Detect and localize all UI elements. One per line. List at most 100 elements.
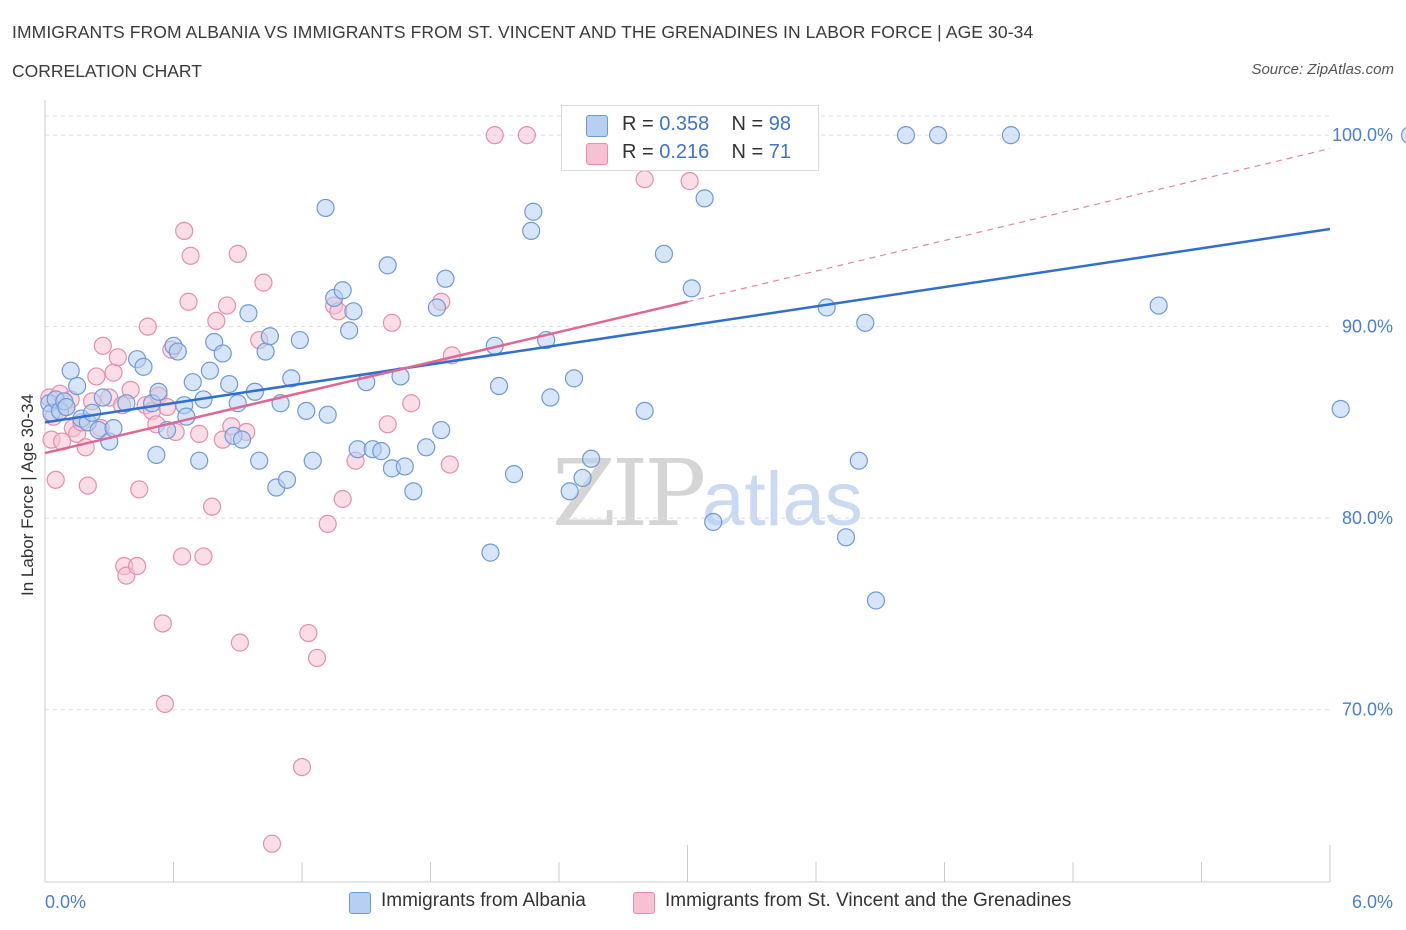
stvincent-point bbox=[228, 244, 247, 263]
albania-point bbox=[93, 388, 112, 407]
albania-point bbox=[654, 244, 674, 263]
albania-point bbox=[256, 342, 275, 361]
albania-point bbox=[134, 357, 153, 376]
legend-n-value: 98 bbox=[768, 113, 792, 135]
stvincent-point bbox=[292, 757, 312, 777]
legend-r-label: R = bbox=[622, 113, 654, 135]
albania-point bbox=[340, 321, 359, 340]
albania-point bbox=[303, 451, 322, 470]
albania-point bbox=[524, 202, 543, 221]
albania-trend-line bbox=[44, 227, 1331, 424]
albania-point bbox=[928, 126, 948, 145]
stvincent-trend-line bbox=[44, 300, 688, 455]
albania-point bbox=[682, 279, 701, 298]
stvincent-point bbox=[157, 397, 177, 417]
legend-n-value: 71 bbox=[768, 141, 792, 163]
albania-point bbox=[190, 451, 209, 470]
stvincent-point bbox=[485, 126, 504, 145]
series-albania-points bbox=[40, 126, 1406, 610]
y-axis-label: In Labor Force | Age 30-34 bbox=[18, 394, 37, 596]
legend-label-albania: Immigrants from Albania bbox=[381, 890, 586, 911]
albania-point bbox=[282, 369, 301, 388]
stvincent-point bbox=[78, 476, 97, 495]
x-tick-label: 6.0% bbox=[1352, 892, 1393, 912]
stvincent-point bbox=[87, 367, 106, 386]
legend-label-stvincent: Immigrants from St. Vincent and the Gren… bbox=[665, 890, 1072, 911]
albania-point bbox=[117, 394, 136, 413]
albania-point bbox=[232, 430, 252, 449]
albania-point bbox=[695, 189, 714, 208]
legend-r-label: R = bbox=[622, 141, 654, 163]
legend-swatch-albania bbox=[349, 892, 371, 914]
stvincent-point bbox=[318, 514, 337, 533]
albania-point bbox=[277, 470, 297, 489]
albania-point bbox=[504, 465, 524, 484]
albania-point bbox=[149, 382, 168, 401]
chart-subtitle: CORRELATION CHART bbox=[12, 61, 202, 81]
albania-point bbox=[896, 126, 916, 145]
albania-point bbox=[333, 281, 352, 300]
stvincent-trend-extension bbox=[687, 147, 1331, 303]
y-tick-label: 80.0% bbox=[1342, 508, 1393, 528]
albania-point bbox=[404, 482, 423, 501]
stvincent-point bbox=[635, 170, 654, 189]
y-tick-label: 70.0% bbox=[1342, 700, 1393, 720]
albania-point bbox=[213, 344, 232, 363]
series-stvincent-points bbox=[40, 126, 699, 853]
albania-point bbox=[817, 298, 836, 317]
stvincent-point bbox=[190, 424, 209, 443]
albania-point bbox=[290, 330, 309, 350]
stvincent-point bbox=[262, 834, 282, 853]
stvincent-point bbox=[175, 221, 194, 240]
stvincent-point bbox=[680, 172, 699, 191]
albania-point bbox=[344, 302, 363, 321]
albania-point bbox=[200, 361, 220, 380]
albania-point bbox=[417, 438, 436, 457]
albania-point bbox=[168, 342, 187, 361]
albania-point bbox=[316, 198, 335, 218]
albania-point bbox=[250, 451, 269, 470]
stvincent-point bbox=[93, 336, 112, 355]
albania-point bbox=[1001, 126, 1020, 145]
stvincent-point bbox=[230, 633, 249, 652]
legend-n-label: N = bbox=[731, 141, 764, 163]
stvincent-point bbox=[382, 313, 402, 332]
albania-point bbox=[436, 269, 455, 288]
axes bbox=[44, 100, 1331, 883]
stats-legend: R = 0.358 N = 98 R = 0.216 N = 71 bbox=[561, 105, 819, 171]
stvincent-point bbox=[127, 556, 147, 576]
albania-point bbox=[866, 591, 886, 610]
stvincent-point bbox=[153, 614, 172, 633]
albania-point bbox=[378, 256, 397, 275]
albania-point bbox=[849, 451, 868, 470]
tick-labels: 70.0% 80.0% 90.0% 100.0% 0.0% 6.0% bbox=[45, 125, 1393, 912]
legend-swatch-stvincent bbox=[586, 143, 608, 165]
legend-swatch-stvincent bbox=[633, 892, 655, 914]
source-credit: Source: ZipAtlas.com bbox=[1251, 61, 1394, 78]
stvincent-point bbox=[194, 547, 213, 566]
albania-point bbox=[104, 419, 123, 438]
albania-point bbox=[1149, 296, 1168, 315]
albania-point bbox=[395, 457, 414, 476]
stvincent-point bbox=[108, 348, 127, 367]
albania-point bbox=[582, 449, 601, 468]
albania-point bbox=[183, 373, 202, 392]
stvincent-point bbox=[46, 470, 65, 489]
y-tick-label: 90.0% bbox=[1342, 317, 1393, 337]
albania-point bbox=[177, 407, 196, 426]
albania-point bbox=[1331, 399, 1350, 419]
stvincent-point bbox=[307, 648, 327, 668]
stvincent-point bbox=[138, 317, 157, 336]
stvincent-point bbox=[217, 296, 237, 315]
chart-title: IMMIGRANTS FROM ALBANIA VS IMMIGRANTS FR… bbox=[12, 22, 1034, 42]
stvincent-point bbox=[179, 292, 198, 311]
albania-point bbox=[704, 512, 723, 532]
albania-point bbox=[560, 482, 579, 501]
albania-point bbox=[239, 304, 258, 323]
stvincent-point bbox=[299, 623, 318, 643]
stvincent-point bbox=[155, 694, 175, 714]
albania-point bbox=[83, 403, 102, 422]
albania-point bbox=[318, 405, 337, 424]
stvincent-point bbox=[440, 455, 459, 474]
grid-lines bbox=[45, 115, 1330, 711]
